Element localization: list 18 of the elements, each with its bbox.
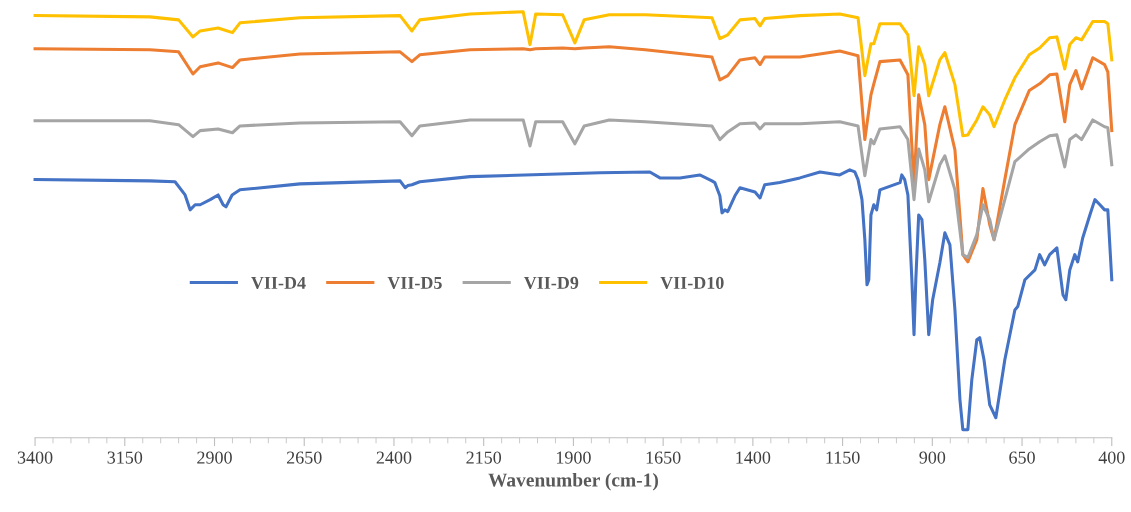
x-tick-label: 1400	[736, 451, 771, 464]
x-tick-label: 2400	[376, 451, 412, 464]
legend-label: VII-D5	[387, 276, 442, 290]
legend-label: VII-D9	[523, 276, 579, 290]
x-tick-label: 3400	[17, 451, 53, 464]
x-tick-label: 650	[1009, 451, 1035, 464]
legend-label: VII-D10	[660, 276, 724, 290]
legend-label: VII-D4	[251, 276, 306, 290]
x-tick-label: 1900	[556, 451, 591, 464]
x-tick-label: 2900	[197, 451, 232, 464]
x-axis-title: Wavenumber (cm-1)	[488, 472, 658, 491]
x-tick-label: 1150	[826, 451, 860, 464]
x-tick-label: 2650	[286, 451, 322, 464]
x-tick-label: 2150	[466, 451, 502, 464]
x-tick-label: 3150	[107, 451, 143, 464]
x-tick-label: 1650	[646, 451, 681, 464]
x-tick-label: 400	[1098, 451, 1125, 464]
x-tick-label: 900	[919, 451, 946, 464]
